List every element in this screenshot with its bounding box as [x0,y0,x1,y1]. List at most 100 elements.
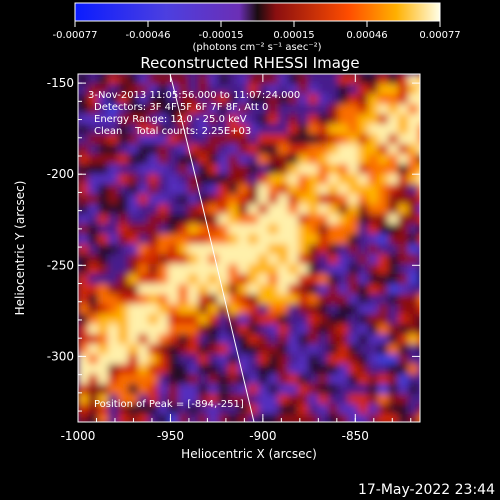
flux-pixel [138,104,149,115]
flux-pixel [348,194,359,205]
flux-pixel [278,344,289,355]
flux-pixel [268,144,279,155]
flux-pixel [318,144,329,155]
flux-pixel [188,304,199,315]
flux-pixel [258,154,269,165]
flux-pixel [238,414,249,422]
flux-pixel [338,164,349,175]
flux-pixel [308,104,319,115]
flux-pixel [228,154,239,165]
flux-pixel [88,334,99,345]
flux-pixel [118,124,129,135]
flux-pixel [248,214,259,225]
flux-pixel [188,84,199,95]
flux-pixel [188,404,199,415]
flux-pixel [148,364,159,375]
flux-pixel [108,294,119,305]
flux-pixel [308,164,319,175]
flux-pixel [228,194,239,205]
flux-pixel [238,274,249,285]
flux-pixel [158,414,169,422]
flux-pixel [258,264,269,275]
flux-pixel [338,204,349,215]
flux-pixel [188,344,199,355]
flux-pixel [348,354,359,365]
flux-pixel [128,244,139,255]
flux-pixel [258,144,269,155]
flux-pixel [238,214,249,225]
flux-pixel [368,314,379,325]
flux-pixel [198,374,209,385]
flux-pixel [98,124,109,135]
flux-pixel [178,174,189,185]
flux-pixel [108,224,119,235]
flux-pixel [108,214,119,225]
flux-pixel [388,94,399,105]
flux-pixel [138,264,149,275]
flux-pixel [218,394,229,405]
flux-pixel [318,134,329,145]
flux-pixel [188,274,199,285]
flux-pixel [398,394,409,405]
flux-pixel [138,174,149,185]
flux-pixel [238,104,249,115]
flux-pixel [268,364,279,375]
flux-pixel [78,104,89,115]
flux-pixel [378,414,389,422]
flux-pixel [378,264,389,275]
flux-pixel [138,384,149,395]
flux-pixel [358,284,369,295]
flux-pixel [78,194,89,205]
flux-pixel [408,74,419,85]
flux-pixel [298,304,309,315]
flux-pixel [208,394,219,405]
flux-pixel [148,394,159,405]
info-line-detectors: Detectors: 3F 4F 5F 6F 7F 8F, Att 0 [94,102,268,113]
info-line-clean: Clean Total counts: 2.25E+03 [94,126,251,137]
flux-pixel [168,394,179,405]
flux-pixel [168,94,179,105]
flux-pixel [198,184,209,195]
flux-pixel [368,394,379,405]
flux-pixel [208,94,219,105]
flux-pixel [78,124,89,135]
flux-pixel [98,264,109,275]
flux-pixel [128,124,139,135]
flux-pixel [358,124,369,135]
flux-pixel [168,194,179,205]
flux-pixel [118,94,129,105]
flux-pixel [178,214,189,225]
flux-pixel [88,124,99,135]
flux-pixel [208,294,219,305]
flux-pixel [158,324,169,335]
flux-pixel [108,184,119,195]
flux-pixel [378,94,389,105]
flux-pixel [178,344,189,355]
flux-pixel [318,264,329,275]
flux-pixel [288,84,299,95]
flux-pixel [278,354,289,365]
flux-pixel [78,204,89,215]
flux-pixel [408,294,419,305]
flux-pixel [248,234,259,245]
flux-pixel [258,74,269,85]
flux-pixel [358,84,369,95]
flux-pixel [288,134,299,145]
flux-pixel [348,84,359,95]
flux-pixel [78,314,89,325]
flux-pixel [328,94,339,105]
flux-pixel [368,134,379,145]
flux-pixel [408,84,419,95]
flux-pixel [108,374,119,385]
flux-pixel [308,244,319,255]
flux-pixel [388,74,399,85]
flux-pixel [188,194,199,205]
flux-pixel [188,234,199,245]
flux-pixel [118,234,129,245]
flux-pixel [148,104,159,115]
flux-pixel [258,394,269,405]
flux-pixel [228,264,239,275]
flux-pixel [408,184,419,195]
flux-pixel [258,354,269,365]
